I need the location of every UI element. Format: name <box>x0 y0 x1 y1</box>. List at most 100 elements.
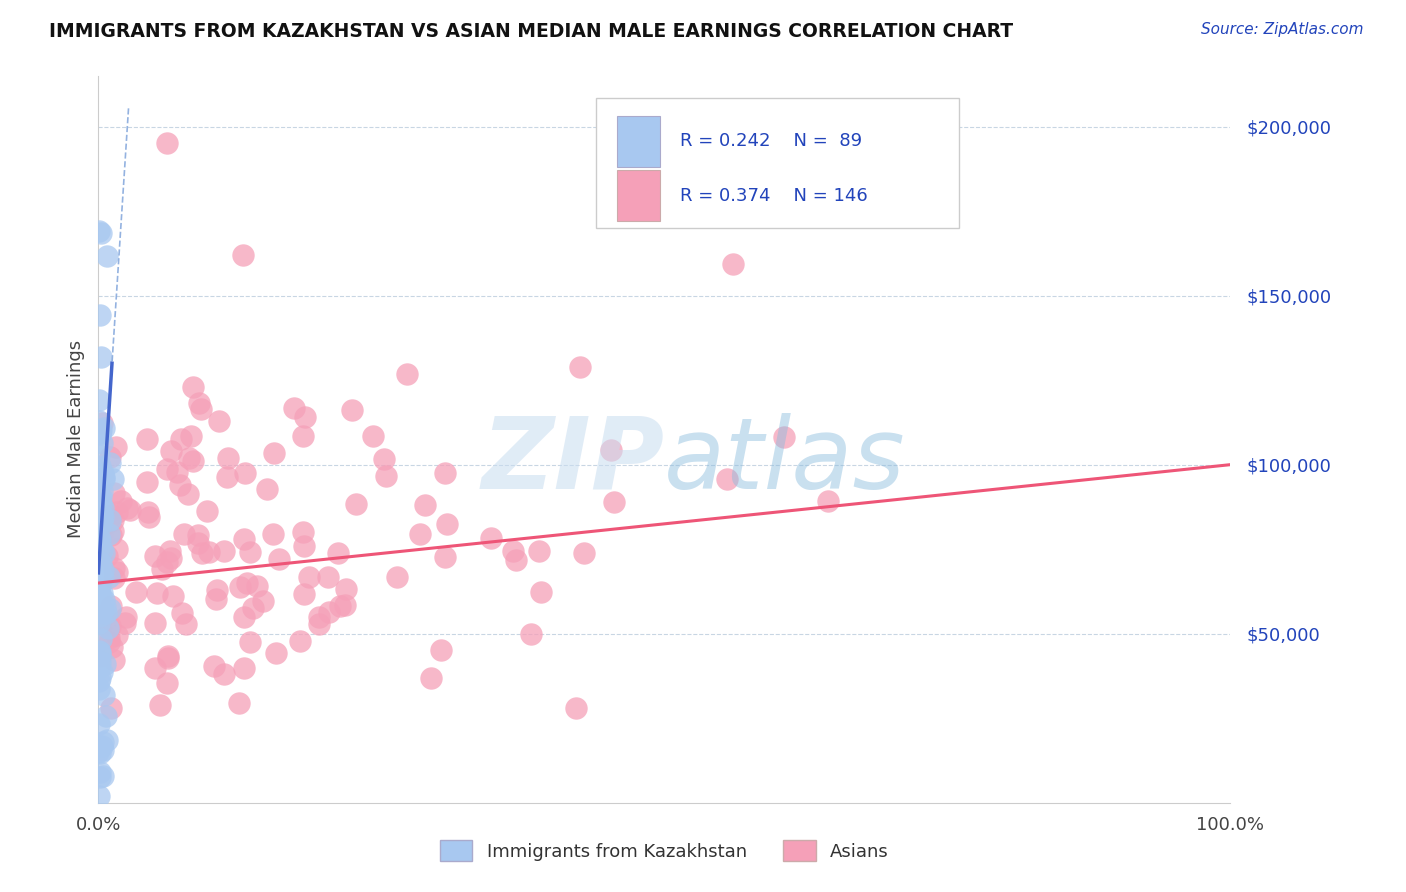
Point <box>124 584 146 599</box>
Point <box>87 566 110 580</box>
Point <box>105 541 128 556</box>
Point <box>373 451 395 466</box>
Point <box>143 660 166 674</box>
Point <box>342 403 364 417</box>
Point <box>146 585 169 599</box>
Point <box>98 456 121 470</box>
Point <box>91 510 114 524</box>
Point <box>87 488 110 502</box>
Point <box>291 525 314 540</box>
Point <box>94 709 117 723</box>
Text: R = 0.242    N =  89: R = 0.242 N = 89 <box>681 132 862 150</box>
Point <box>413 498 436 512</box>
Point <box>87 500 110 514</box>
Point <box>817 494 839 508</box>
Point <box>93 421 115 435</box>
Point <box>89 308 111 322</box>
Point <box>105 627 128 641</box>
Point <box>263 446 285 460</box>
Point <box>479 531 502 545</box>
Text: R = 0.374    N = 146: R = 0.374 N = 146 <box>681 186 868 205</box>
Point <box>292 539 315 553</box>
Point <box>103 653 125 667</box>
Point <box>89 602 111 616</box>
Point <box>90 605 112 619</box>
Point <box>502 544 524 558</box>
Point <box>98 450 121 464</box>
Point <box>98 618 121 632</box>
Point <box>89 746 111 760</box>
Point <box>89 616 111 631</box>
Point <box>87 567 110 582</box>
Point <box>436 516 458 531</box>
Bar <box>596 97 959 228</box>
Point <box>574 546 596 560</box>
Point <box>187 536 209 550</box>
Point <box>94 606 117 620</box>
Point <box>149 698 172 712</box>
Point <box>115 501 138 516</box>
Point <box>308 617 330 632</box>
Point <box>91 466 114 480</box>
Point <box>143 616 166 631</box>
Point <box>173 527 195 541</box>
Point <box>283 401 305 416</box>
Point <box>115 609 138 624</box>
Point <box>101 524 124 538</box>
Point <box>333 598 356 612</box>
Point <box>361 428 384 442</box>
Point <box>89 770 111 784</box>
Point <box>162 589 184 603</box>
Point <box>212 544 235 558</box>
Point <box>89 587 111 601</box>
Point <box>298 570 321 584</box>
Point <box>316 569 339 583</box>
Point <box>89 540 111 554</box>
Point <box>87 603 110 617</box>
Point <box>90 484 112 499</box>
Point <box>87 739 110 753</box>
Point <box>569 359 592 374</box>
Point <box>264 647 287 661</box>
Point <box>94 657 117 671</box>
Point <box>329 599 352 613</box>
Point <box>520 626 543 640</box>
Text: IMMIGRANTS FROM KAZAKHSTAN VS ASIAN MEDIAN MALE EARNINGS CORRELATION CHART: IMMIGRANTS FROM KAZAKHSTAN VS ASIAN MEDI… <box>49 22 1014 41</box>
Point <box>90 739 112 753</box>
Point <box>97 527 120 541</box>
Point <box>100 701 122 715</box>
Point <box>155 555 177 569</box>
Point <box>232 248 254 262</box>
Point <box>217 451 239 466</box>
Point <box>87 414 110 428</box>
Point <box>603 495 626 509</box>
Point <box>93 501 115 516</box>
Point <box>229 580 252 594</box>
Point <box>93 472 115 486</box>
Point <box>93 769 115 783</box>
Point <box>101 640 124 654</box>
Point <box>110 493 132 508</box>
Point <box>89 608 111 623</box>
Point <box>87 595 110 609</box>
Point <box>505 553 527 567</box>
Point <box>103 571 125 585</box>
Point <box>156 462 179 476</box>
Point <box>89 425 111 439</box>
Text: atlas: atlas <box>665 413 905 509</box>
Point <box>87 512 110 526</box>
Point <box>90 508 112 523</box>
Point <box>235 576 257 591</box>
Point <box>100 528 122 542</box>
Point <box>396 367 419 381</box>
Point <box>87 532 110 546</box>
Legend: Immigrants from Kazakhstan, Asians: Immigrants from Kazakhstan, Asians <box>433 833 896 868</box>
Point <box>87 582 110 596</box>
Point <box>136 475 159 489</box>
Point <box>94 608 117 623</box>
Point <box>716 471 738 485</box>
Point <box>723 257 745 271</box>
Point <box>385 569 408 583</box>
Point <box>90 435 112 450</box>
Point <box>245 579 267 593</box>
